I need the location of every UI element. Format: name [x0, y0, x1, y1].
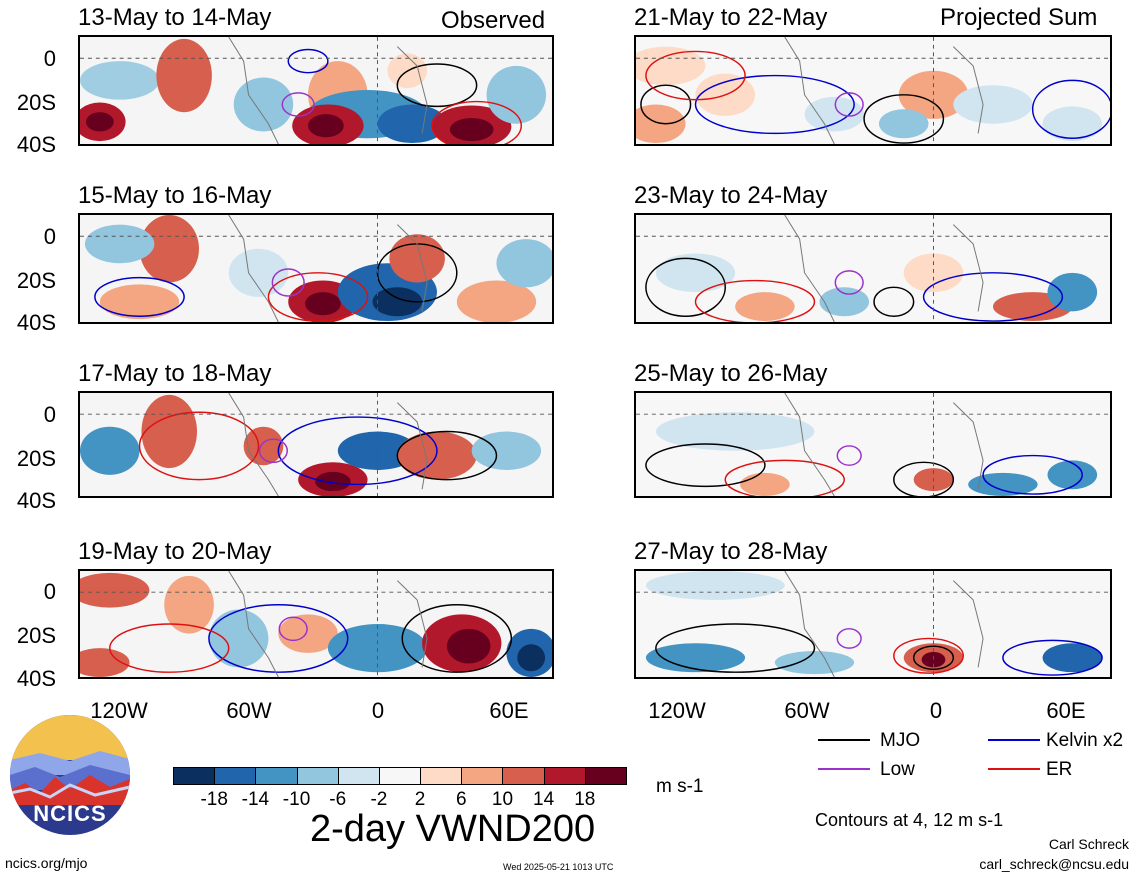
y-tick-label: 0: [43, 224, 56, 249]
legend-label-er: ER: [1046, 759, 1073, 780]
colorbar-swatch: [378, 767, 422, 785]
y-tick-label: 20S: [16, 446, 56, 471]
legend-label-low: Low: [880, 759, 915, 780]
colorbar-tick-label: -18: [200, 789, 228, 810]
colorbar-swatch: [214, 767, 257, 785]
colorbar-swatch: [584, 767, 627, 785]
y-tick-label: 20S: [16, 623, 56, 648]
contour-note: Contours at 4, 12 m s-1: [815, 810, 1004, 830]
map-panel-observed-1: [78, 35, 554, 146]
map-panel-observed-3: [78, 391, 554, 498]
y-tick-label: 0: [43, 579, 56, 604]
legend-line-er: [988, 768, 1040, 770]
panel-title: 23-May to 24-May: [634, 182, 828, 209]
map-panel-projected-3: [634, 391, 1112, 498]
footer-email[interactable]: carl_schreck@ncsu.edu: [979, 856, 1129, 872]
y-tick-label: 0: [43, 46, 56, 71]
y-tick-label: 0: [43, 402, 56, 427]
colorbar-tick-label: 18: [574, 789, 596, 810]
y-tick-label: 20S: [16, 268, 56, 293]
map-panel-projected-1: [634, 35, 1112, 146]
map-panel-projected-2: [634, 213, 1112, 324]
colorbar-swatch: [420, 767, 463, 785]
legend-line-kelvin: [988, 739, 1040, 741]
projected-header: Projected Sum: [940, 4, 1098, 31]
colorbar-tick-label: -10: [282, 789, 311, 810]
colorbar-labels: -18 -14 -10 -6 -2 2 6 10 14 18: [173, 790, 626, 812]
colorbar-swatch: [543, 767, 586, 785]
colorbar-swatch: [502, 767, 545, 785]
panel-title: 15-May to 16-May: [78, 182, 272, 209]
colorbar-tick-label: 14: [533, 789, 555, 810]
y-tick-label: 40S: [16, 488, 56, 513]
panel-title: 27-May to 28-May: [634, 538, 828, 565]
colorbar-swatch: [296, 767, 339, 785]
colorbar-swatch: [461, 767, 504, 785]
ncics-logo: NCICS: [10, 715, 130, 835]
x-tick-label: 120W: [90, 698, 148, 723]
panel-title: 21-May to 22-May: [634, 4, 828, 31]
colorbar-swatch: [337, 767, 380, 785]
footer-site[interactable]: ncics.org/mjo: [5, 855, 88, 871]
logo-text: NCICS: [33, 801, 107, 826]
colorbar: [173, 767, 627, 785]
map-panel-projected-4: [634, 569, 1112, 679]
legend-line-mjo: [818, 739, 870, 741]
colorbar-tick-label: -14: [241, 789, 270, 810]
colorbar-tick-label: -6: [329, 789, 347, 810]
map-panel-observed-2: [78, 213, 554, 324]
footer-author: Carl Schreck: [1048, 836, 1129, 852]
panel-title: 19-May to 20-May: [78, 538, 272, 565]
colorbar-tick-label: 6: [455, 789, 467, 810]
x-tick-label: 0: [929, 698, 943, 723]
x-tick-label: 60W: [784, 698, 830, 723]
x-tick-label: 60W: [226, 698, 272, 723]
colorbar-swatch: [255, 767, 298, 785]
x-tick-label: 0: [371, 698, 385, 723]
main-title: 2-day VWND200: [310, 808, 596, 850]
colorbar-tick-label: 2: [414, 789, 426, 810]
y-tick-label: 20S: [16, 90, 56, 115]
colorbar-tick-label: -2: [370, 789, 388, 810]
map-panel-observed-4: [78, 569, 554, 679]
y-tick-label: 40S: [16, 310, 56, 335]
legend-label-kelvin: Kelvin x2: [1046, 730, 1124, 751]
colorbar-units: m s-1: [656, 776, 704, 797]
legend-line-low: [818, 768, 870, 770]
y-tick-label: 40S: [16, 132, 56, 157]
x-tick-label: 120W: [648, 698, 706, 723]
footer-timestamp: Wed 2025-05-21 1013 UTC: [503, 862, 614, 872]
x-tick-label: 60E: [1046, 698, 1086, 723]
y-tick-label: 40S: [16, 666, 56, 691]
x-tick-label: 60E: [489, 698, 529, 723]
panel-title: 17-May to 18-May: [78, 360, 272, 387]
colorbar-tick-label: 10: [491, 789, 514, 810]
panel-title: 25-May to 26-May: [634, 360, 828, 387]
colorbar-swatch: [173, 767, 216, 785]
legend-label-mjo: MJO: [880, 730, 921, 751]
observed-header: Observed: [441, 7, 546, 34]
panel-title: 13-May to 14-May: [78, 4, 272, 31]
